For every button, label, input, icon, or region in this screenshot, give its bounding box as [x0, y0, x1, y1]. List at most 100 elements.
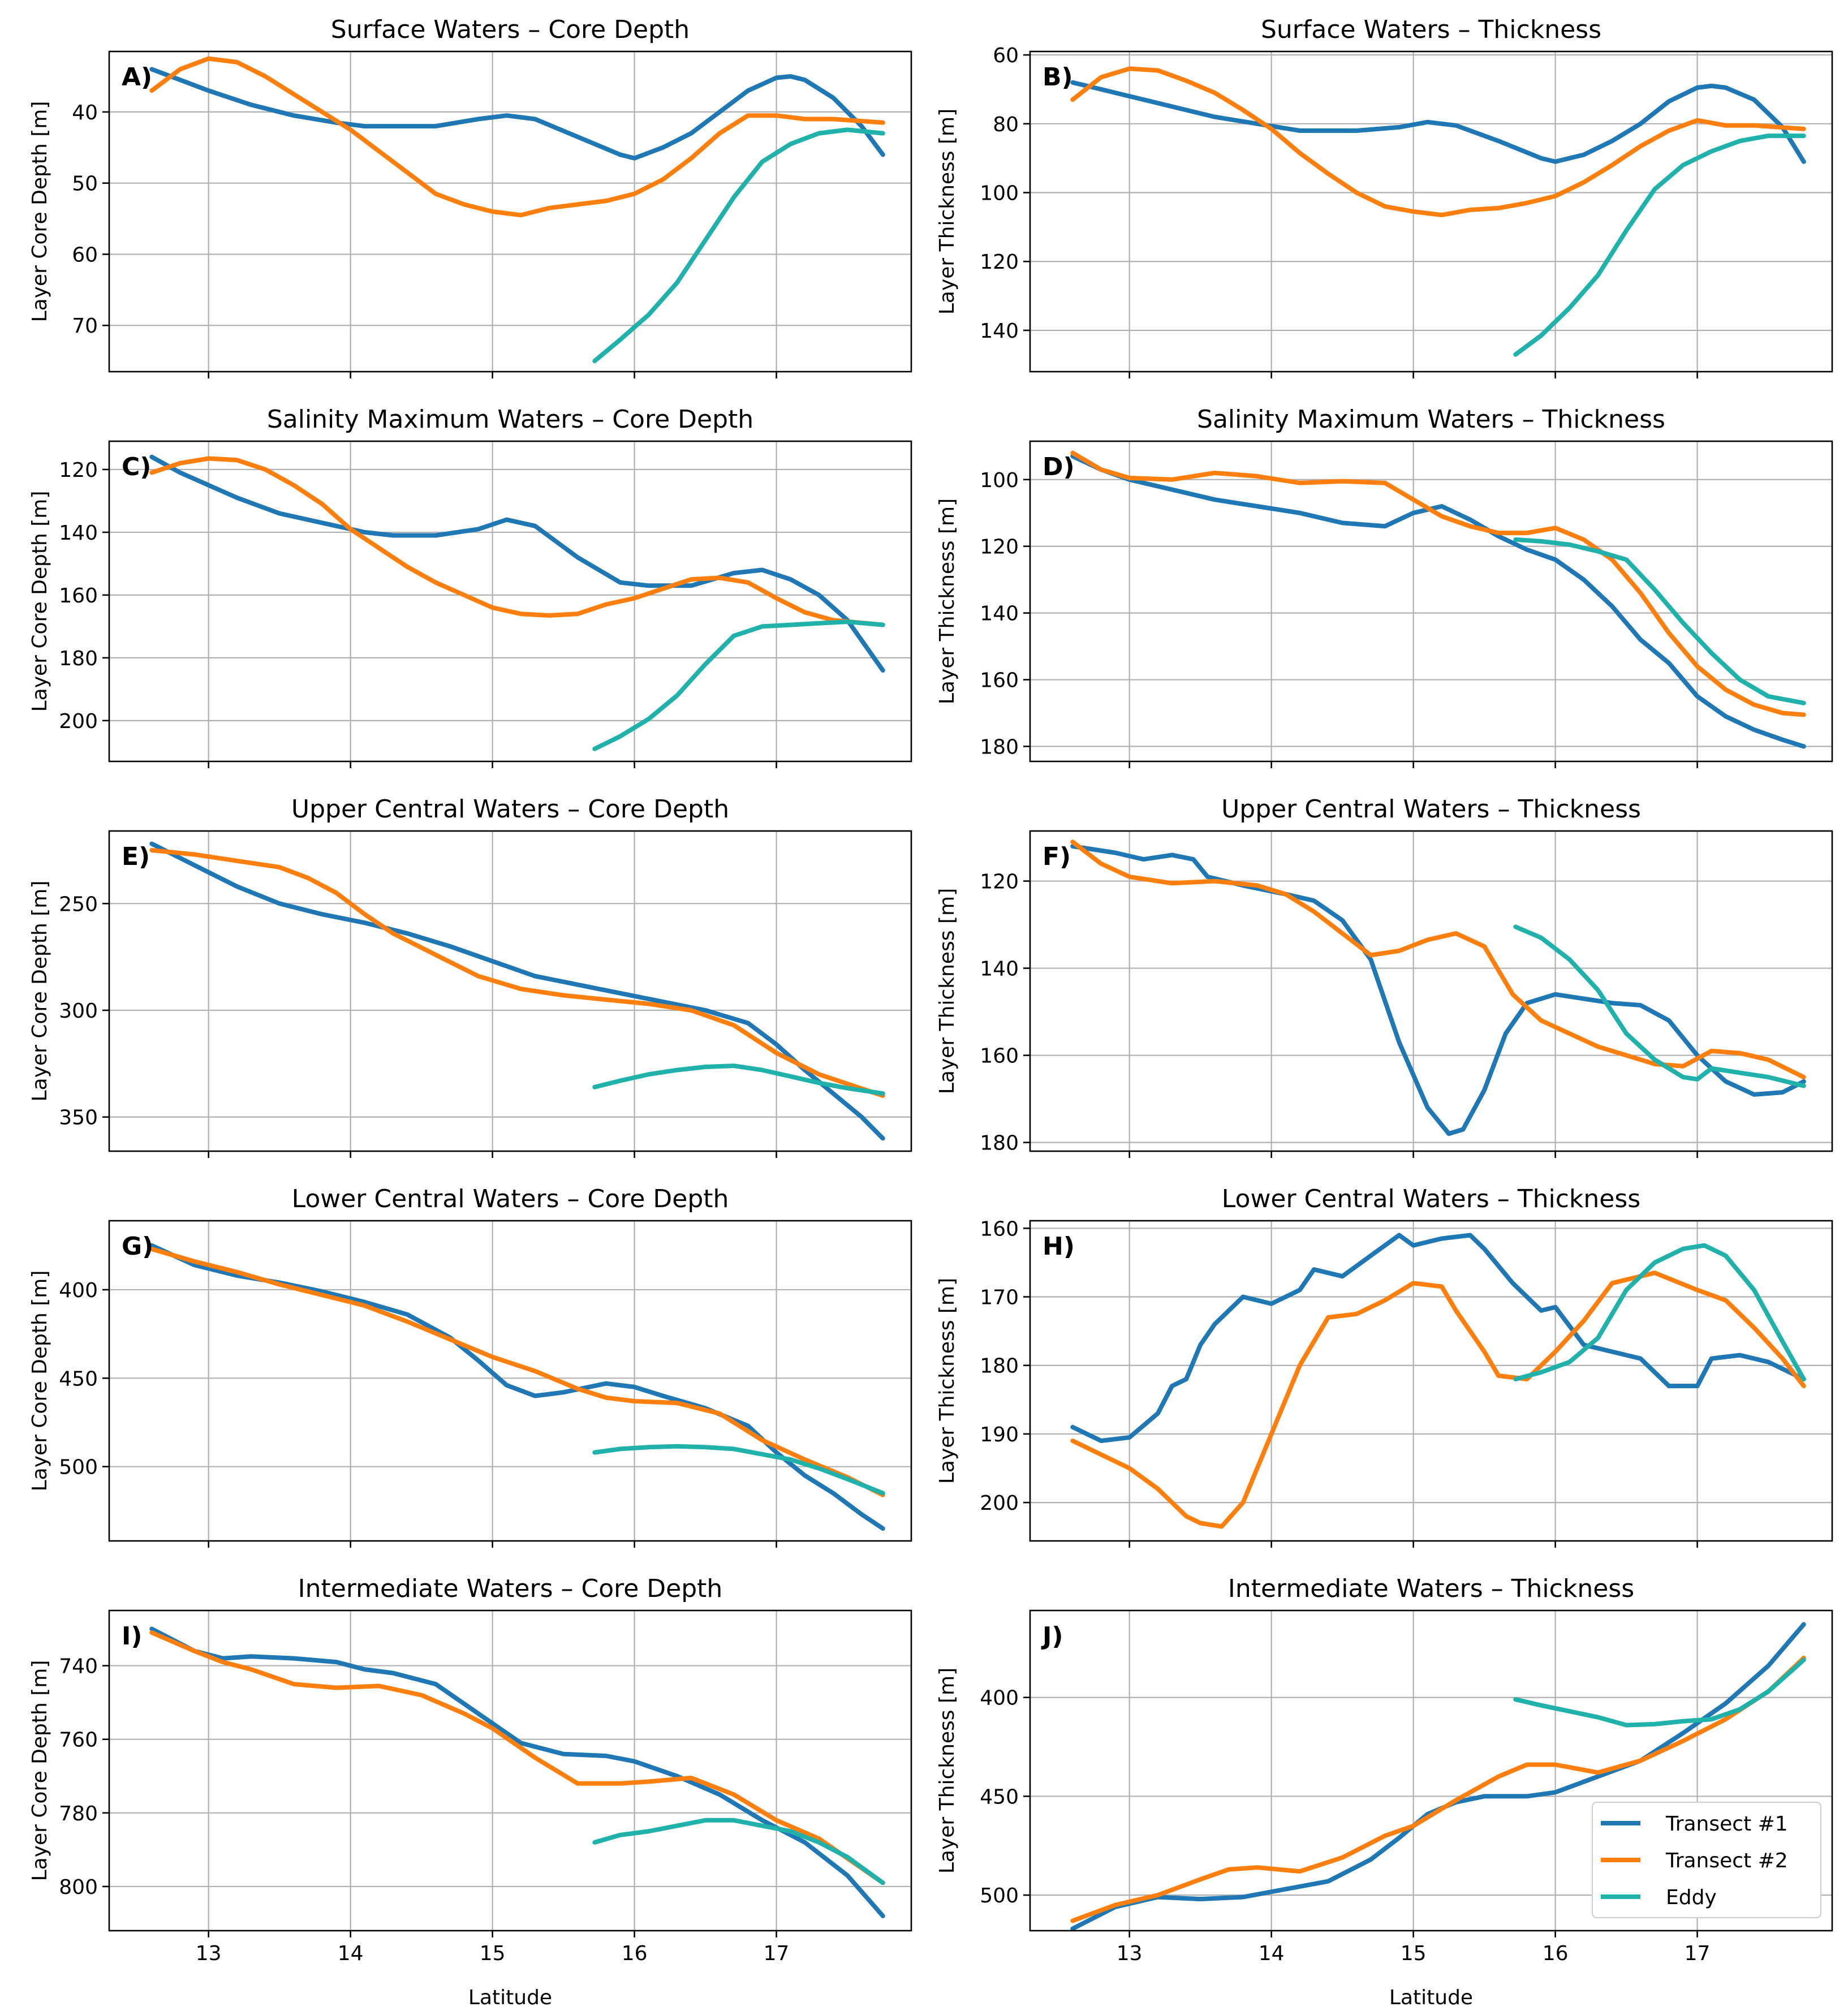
y-axis-label: Layer Core Depth [m]: [28, 881, 51, 1102]
panel-d: 100 120 140 160 180 Salinity Maximum Waters –…: [936, 405, 1833, 768]
panel-label: D): [1043, 453, 1075, 481]
tick-label-y: 50: [72, 173, 98, 196]
panel-label: C): [122, 453, 151, 481]
y-axis-label: Layer Thickness [m]: [936, 1668, 959, 1874]
tick-label-y: 450: [980, 1785, 1019, 1808]
tick-label-y: 400: [59, 1279, 98, 1302]
panel-title: Intermediate Waters – Core Depth: [298, 1574, 723, 1603]
series-line-transect-2: [149, 1630, 885, 1885]
tick-label-y: 40: [72, 101, 98, 124]
series-line-transect-2: [149, 456, 885, 627]
series-line-transect-1: [149, 841, 885, 1141]
tick-label-x: 15: [480, 1942, 506, 1965]
y-axis-label: Layer Thickness [m]: [936, 1278, 959, 1484]
tick-label-y: 60: [993, 44, 1019, 67]
panel-title: Intermediate Waters – Thickness: [1228, 1574, 1634, 1603]
series-line-eddy: [592, 127, 885, 364]
tick-label-y: 180: [980, 1132, 1019, 1155]
tick-label-y: 120: [980, 871, 1019, 894]
tick-label-y: 350: [59, 1106, 98, 1130]
series-line-eddy: [592, 1444, 885, 1496]
series-line-transect-1: [149, 454, 885, 673]
axes-frame: [1029, 1220, 1833, 1542]
panel-a: 40 50 60 70 Surface Waters – Core Depth A) Lay…: [28, 15, 912, 378]
panel-label: A): [122, 63, 152, 92]
panel-h: 160 170 180 190 200 Lower Central Waters – Th…: [936, 1185, 1833, 1548]
legend-label-transect-1: Transect #1: [1665, 1812, 1788, 1836]
tick-label-x: 13: [1117, 1942, 1143, 1965]
tick-label-y: 120: [980, 536, 1019, 559]
tick-label-y: 180: [980, 735, 1019, 759]
tick-label-x: 13: [196, 1942, 222, 1965]
tick-label-y: 180: [980, 1355, 1019, 1378]
x-axis-label-left: Latitude: [468, 1986, 552, 2009]
series-line-transect-1: [149, 1626, 885, 1918]
series-line-eddy: [1513, 1657, 1806, 1728]
tick-label-y: 200: [59, 710, 98, 733]
tick-label-y: 180: [59, 647, 98, 670]
panel-title: Salinity Maximum Waters – Core Depth: [267, 405, 753, 434]
series-line-transect-2: [1070, 839, 1806, 1080]
y-axis-label: Layer Core Depth [m]: [28, 101, 51, 322]
tick-label-y: 160: [980, 1217, 1019, 1241]
series-line-eddy: [1513, 134, 1806, 357]
tick-label-y: 100: [980, 182, 1019, 205]
series-line-transect-2: [149, 848, 885, 1098]
series-line-eddy: [1513, 537, 1806, 705]
series-line-transect-1: [149, 1243, 885, 1531]
panel-label: F): [1043, 842, 1071, 871]
legend-label-eddy: Eddy: [1666, 1886, 1717, 1909]
tick-label-y: 70: [72, 315, 98, 338]
series-line-transect-2: [1070, 66, 1806, 218]
series-line-eddy: [1513, 924, 1806, 1088]
panel-label: I): [122, 1622, 142, 1651]
y-axis-label: Layer Core Depth [m]: [28, 1660, 51, 1881]
series-line-transect-2: [149, 56, 885, 218]
tick-label-x: 14: [1259, 1942, 1285, 1965]
tick-label-y: 800: [59, 1876, 98, 1899]
series-line-transect-1: [1070, 1233, 1806, 1443]
tick-label-y: 160: [980, 669, 1019, 692]
tick-label-y: 140: [980, 602, 1019, 626]
tick-label-x: 17: [1685, 1942, 1711, 1965]
axes-frame: [1029, 1609, 1833, 1932]
axes-frame: [108, 440, 912, 763]
tick-label-y: 160: [59, 584, 98, 608]
tick-label-y: 740: [59, 1655, 98, 1678]
axes-frame: [1029, 440, 1833, 763]
y-axis-label: Layer Thickness [m]: [936, 109, 959, 315]
axes-frame: [108, 830, 912, 1152]
tick-label-x: 16: [622, 1942, 648, 1965]
tick-label-y: 760: [59, 1729, 98, 1752]
tick-label-y: 140: [59, 522, 98, 545]
panel-label: J): [1041, 1622, 1063, 1651]
series-line-eddy: [592, 1063, 885, 1096]
panel-title: Surface Waters – Thickness: [1261, 15, 1601, 44]
panel-title: Salinity Maximum Waters – Thickness: [1197, 405, 1665, 434]
tick-label-x: 17: [764, 1942, 790, 1965]
series-line-transect-2: [1070, 450, 1806, 717]
tick-label-y: 500: [59, 1456, 98, 1479]
legend-label-transect-2: Transect #2: [1665, 1849, 1788, 1872]
tick-label-y: 80: [993, 113, 1019, 136]
panel-c: 120 140 160 180 200 Salinity Maximum Waters –…: [28, 405, 912, 768]
panel-f: 120 140 160 180 Upper Central Waters – Thick…: [936, 795, 1833, 1158]
panel-title: Lower Central Waters – Thickness: [1222, 1185, 1640, 1213]
series-line-eddy: [592, 1818, 885, 1885]
legend-frame: [1592, 1802, 1821, 1918]
axes-frame: [108, 50, 912, 373]
tick-label-y: 120: [980, 251, 1019, 274]
series-line-transect-2: [1070, 1655, 1806, 1923]
panel-title: Lower Central Waters – Core Depth: [292, 1185, 729, 1213]
x-axis-label-right: Latitude: [1389, 1986, 1473, 2009]
panels: 40 50 60 70 Surface Waters – Core Depth A) Lay…: [28, 15, 1833, 1965]
y-axis-label: Layer Core Depth [m]: [28, 491, 51, 712]
panel-title: Upper Central Waters – Core Depth: [291, 795, 729, 824]
axes-frame: [108, 1609, 912, 1932]
series-line-transect-2: [149, 1247, 885, 1497]
panel-label: B): [1043, 63, 1073, 92]
tick-label-y: 120: [59, 459, 98, 482]
series-line-eddy: [592, 619, 885, 751]
tick-label-y: 250: [59, 893, 98, 916]
